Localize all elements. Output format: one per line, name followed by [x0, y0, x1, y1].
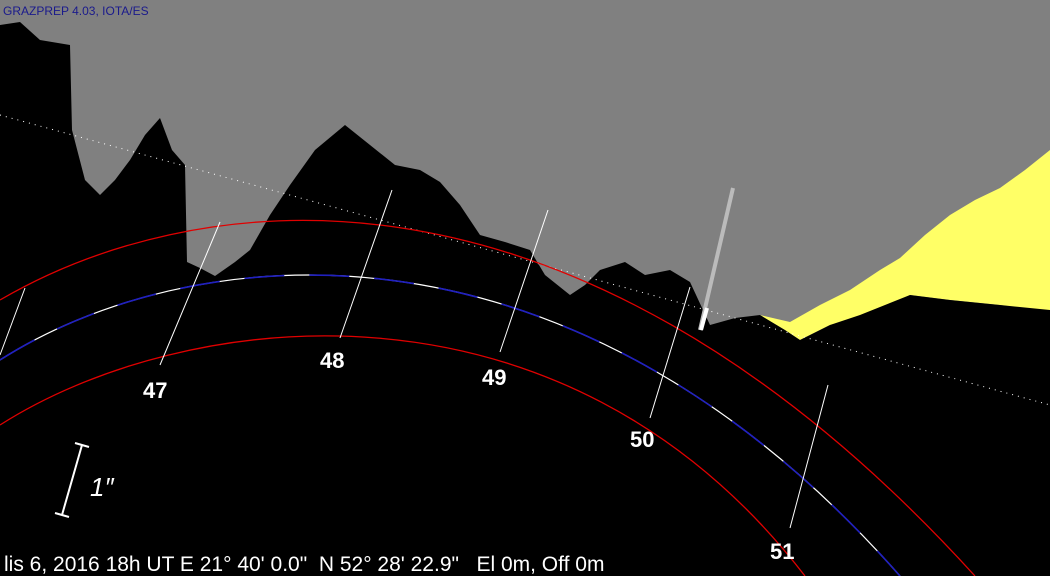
tick-label: 48 [320, 348, 344, 373]
footer-text: lis 6, 2016 18h UT E 21° 40' 0.0" N 52° … [4, 553, 604, 576]
yellow-limb [760, 150, 1050, 340]
tick-label: 49 [482, 365, 506, 390]
time-ticks [0, 189, 829, 529]
center-line-dash [0, 274, 901, 576]
tick-label: 47 [143, 378, 167, 403]
scale-label: 1″ [90, 472, 114, 502]
lunar-profile [0, 22, 1050, 576]
observer-bar-tip [699, 307, 709, 331]
limit-upper [0, 219, 976, 576]
tick-label: 50 [630, 427, 654, 452]
observer-bar [698, 187, 735, 331]
scale-bar [54, 442, 90, 518]
limit-lower [0, 335, 806, 576]
header-title: GRAZPREP 4.03, IOTA/ES [3, 4, 149, 18]
tick-label: 51 [770, 539, 794, 564]
